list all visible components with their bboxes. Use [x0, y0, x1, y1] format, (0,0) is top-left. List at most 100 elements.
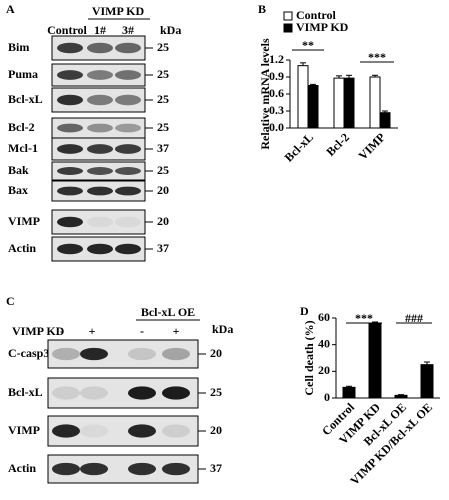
y-axis-label: Relative mRNA levels — [258, 38, 272, 150]
bar — [343, 77, 355, 129]
significance-label: ** — [302, 38, 314, 52]
lane-label: Control — [47, 23, 87, 37]
x-tick-label: VIMP — [356, 130, 389, 163]
band — [57, 94, 83, 106]
x-tick-label: Bcl-2 — [323, 130, 352, 159]
treatment-sign: - — [60, 324, 64, 338]
kda-value: 20 — [157, 214, 169, 228]
bar — [342, 386, 356, 399]
y-tick-label: 60 — [318, 310, 330, 324]
bar — [307, 85, 319, 129]
band — [115, 167, 141, 175]
band — [52, 347, 80, 361]
band — [80, 347, 108, 361]
band — [115, 144, 141, 154]
band — [57, 186, 83, 196]
band — [87, 243, 113, 255]
band — [115, 216, 141, 228]
kda-value: 25 — [157, 120, 169, 134]
y-tick-label: 40 — [318, 336, 330, 350]
panel-letter: D — [300, 304, 309, 318]
blot-label: C-casp3 — [8, 346, 49, 360]
blot-label: Puma — [8, 67, 38, 81]
treatment-sign: - — [140, 324, 144, 338]
legend-label: VIMP KD — [296, 20, 349, 34]
blot-label: Bim — [8, 40, 29, 54]
band — [162, 462, 190, 476]
y-tick-label: 0.6 — [269, 86, 284, 100]
y-tick-label: 0.9 — [269, 69, 284, 83]
band — [128, 386, 156, 400]
y-tick-label: 1.2 — [269, 52, 284, 66]
band — [162, 424, 190, 438]
blot-label: Mcl-1 — [8, 141, 38, 155]
bar — [394, 394, 408, 399]
bar — [379, 112, 391, 129]
band — [115, 243, 141, 255]
blot-label: Actin — [8, 241, 36, 255]
kda-value: 20 — [210, 423, 222, 437]
y-tick-label: 0 — [324, 390, 330, 404]
kda-value: 20 — [157, 183, 169, 197]
band — [80, 386, 108, 400]
bar — [420, 364, 434, 399]
band — [87, 144, 113, 154]
band — [128, 424, 156, 438]
bar — [368, 322, 382, 399]
band — [128, 462, 156, 476]
blot-label: VIMP — [8, 423, 40, 437]
treatment-sign: + — [173, 324, 180, 338]
bar — [369, 76, 381, 129]
kda-value: 25 — [157, 163, 169, 177]
kda-value: 37 — [210, 461, 222, 475]
band — [87, 42, 113, 54]
band — [162, 347, 190, 361]
lane-label: 1# — [94, 23, 106, 37]
kda-value: 37 — [157, 241, 169, 255]
band — [52, 386, 80, 400]
blot-label: Bak — [8, 163, 29, 177]
band — [52, 424, 80, 438]
band — [87, 94, 113, 106]
kda-value: 25 — [157, 92, 169, 106]
bar — [297, 65, 309, 129]
kda-value: 37 — [157, 141, 169, 155]
legend-label: Control — [296, 8, 336, 22]
treatment-sign: + — [89, 324, 96, 338]
band — [115, 123, 141, 133]
band — [87, 186, 113, 196]
kda-value: 25 — [157, 67, 169, 81]
y-tick-label: 20 — [318, 363, 330, 377]
band — [57, 123, 83, 133]
blot-label: Bcl-xL — [8, 385, 43, 399]
blot-label: Bax — [8, 183, 28, 197]
band — [57, 70, 83, 80]
band — [87, 70, 113, 80]
band — [87, 167, 113, 175]
blot-label: Bcl-xL — [8, 92, 43, 106]
band — [80, 462, 108, 476]
group-label: Bcl-xL OE — [141, 305, 195, 319]
significance-label: ### — [405, 311, 423, 325]
band — [115, 94, 141, 106]
x-tick-label: Bcl-xL — [282, 130, 316, 164]
unit-label: kDa — [160, 23, 181, 37]
band — [52, 462, 80, 476]
band — [128, 347, 156, 361]
lane-label: 3# — [122, 23, 134, 37]
band — [87, 216, 113, 228]
legend-swatch — [283, 23, 293, 33]
y-axis-label: Cell death (%) — [302, 320, 316, 395]
legend-swatch — [283, 11, 293, 21]
blot-label: Bcl-2 — [8, 120, 35, 134]
band — [115, 70, 141, 80]
bar — [333, 77, 345, 129]
band — [115, 186, 141, 196]
band — [162, 386, 190, 400]
significance-label: *** — [368, 50, 386, 64]
blot-label: VIMP — [8, 214, 40, 228]
y-tick-label: 0.0 — [269, 120, 284, 134]
kda-value: 25 — [157, 40, 169, 54]
kda-value: 25 — [210, 385, 222, 399]
